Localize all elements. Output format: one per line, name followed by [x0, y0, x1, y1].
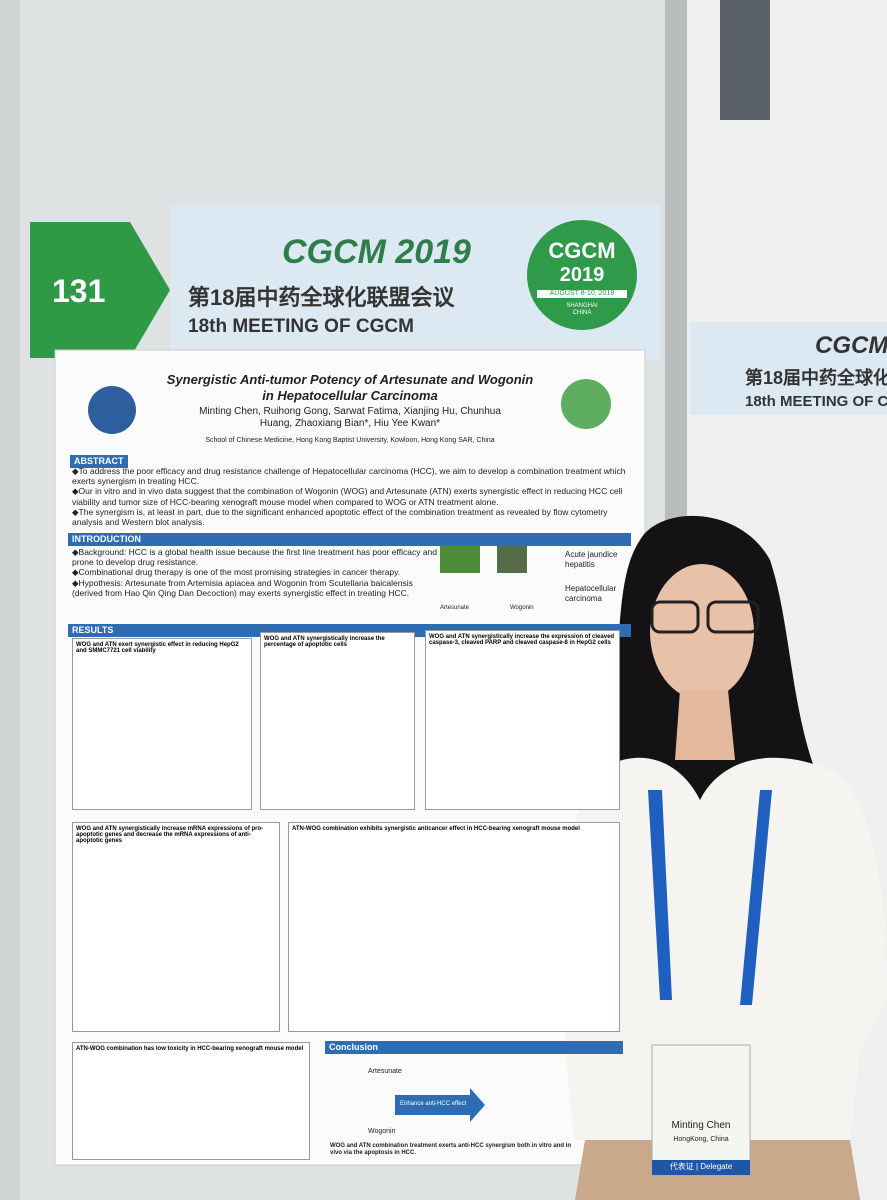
banner-title-cn: 第18届中药全球化联盟会议	[188, 285, 455, 310]
poster-title: Synergistic Anti-tumor Potency of Artesu…	[166, 372, 534, 403]
glasses	[706, 600, 760, 634]
abstract-item: ◆Our in vitro and in vivo data suggest t…	[72, 486, 623, 507]
result-panel: ATN-WOG combination has low toxicity in …	[72, 1042, 310, 1160]
intro-label: Hepatocellular carcinoma	[565, 584, 617, 603]
herb-photo	[440, 545, 480, 573]
intro-item: ◆Background: HCC is a global health issu…	[72, 547, 437, 568]
side-title-cn: 第18届中药全球化	[745, 368, 887, 388]
conclusion-heading: Conclusion	[325, 1041, 623, 1054]
result-panel: WOG and ATN synergistically increase the…	[260, 632, 415, 810]
badge-name: Minting Chen	[671, 1120, 731, 1131]
abstract-body: ◆To address the poor efficacy and drug r…	[72, 466, 627, 527]
side-banner-bg	[690, 322, 887, 415]
abstract-item: ◆The synergism is, at least in part, due…	[72, 506, 608, 527]
abstract-item: ◆To address the poor efficacy and drug r…	[72, 466, 626, 487]
result-panel: ATN-WOG combination exhibits synergistic…	[288, 822, 620, 1032]
intro-heading: INTRODUCTION	[68, 533, 631, 546]
banner-brand: CGCM 2019	[282, 233, 471, 271]
poster-authors: Minting Chen, Ruihong Gong, Sarwat Fatim…	[199, 406, 501, 429]
conclusion-arrow-label: Enhance anti-HCC effect	[400, 1101, 467, 1107]
abstract-heading: ABSTRACT	[70, 455, 128, 468]
lanyard	[740, 790, 772, 1005]
badge-strip	[652, 1160, 750, 1175]
lanyard	[648, 790, 672, 1000]
intro-item: ◆Hypothesis: Artesunate from Artemisia a…	[72, 577, 413, 598]
logo-circle	[527, 220, 637, 330]
face	[650, 564, 754, 700]
glasses	[650, 600, 700, 634]
intro-label: Artesunate	[440, 605, 470, 611]
result-panel: WOG and ATN synergistically increase mRN…	[72, 822, 280, 1032]
intro-label: Acute jaundice hepatitis	[565, 550, 618, 569]
herb-photo	[497, 545, 527, 573]
neck	[675, 690, 735, 760]
badge-place: HongKong, China	[673, 1136, 729, 1143]
intro-item: ◆Combinational drug therapy is one of th…	[72, 567, 401, 578]
window	[720, 0, 770, 120]
badge-card	[651, 1044, 751, 1176]
conclusion-text: WOG and ATN combination treatment exerts…	[330, 1143, 572, 1157]
logo-brand: CGCM	[548, 238, 616, 263]
side-brand: CGCM	[815, 332, 887, 359]
logo-city: SHANGHAI CHINA	[566, 303, 598, 317]
blouse	[563, 757, 887, 1140]
conclusion-drug: Wogonin	[368, 1128, 396, 1135]
result-panel: WOG and ATN exert synergistic effect in …	[72, 638, 252, 810]
conclusion-arrow	[395, 1088, 485, 1122]
logo-year: 2019	[559, 264, 605, 286]
poster-logo	[561, 379, 611, 429]
side-title-en: 18th MEETING OF CGC	[745, 393, 887, 410]
university-logo	[88, 386, 136, 434]
banner-title-en: 18th MEETING OF CGCM	[188, 316, 414, 337]
booth-number: 131	[52, 273, 106, 309]
number-arrow	[30, 222, 170, 358]
logo-date: AUGUST 8-10, 2019	[537, 290, 627, 299]
poster-affiliation: School of Chinese Medicine, Hong Kong Ba…	[205, 437, 495, 444]
intro-body: ◆Background: HCC is a global health issu…	[72, 547, 437, 598]
intro-label: Wogonin	[510, 605, 534, 611]
badge-role: 代表证 | Delegate	[669, 1162, 733, 1171]
result-panel: WOG and ATN synergistically increase the…	[425, 630, 620, 810]
conclusion-drug: Artesunate	[368, 1068, 402, 1075]
